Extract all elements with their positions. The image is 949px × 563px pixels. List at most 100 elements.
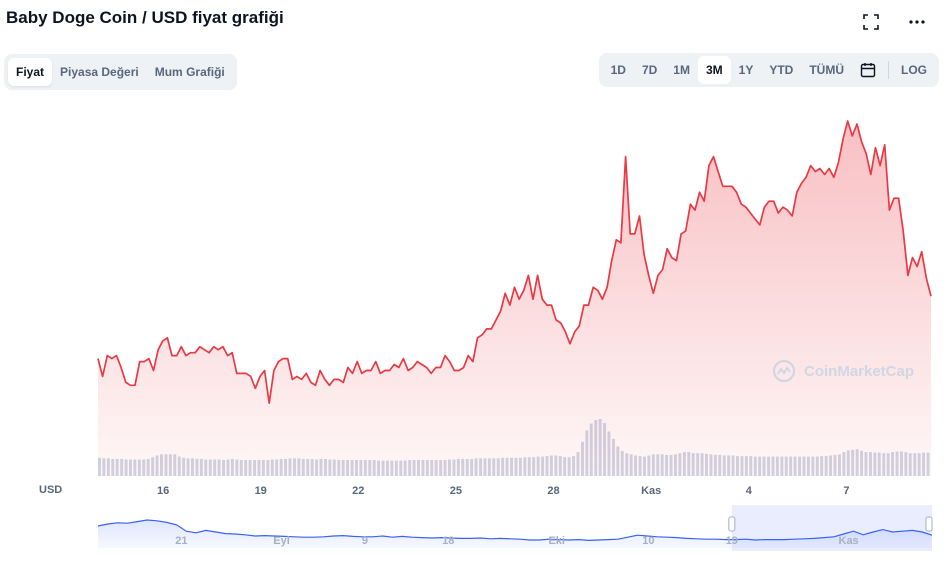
- range-7d-button[interactable]: 7D: [641, 63, 658, 77]
- volume-bar: [656, 454, 660, 476]
- volume-bar: [417, 460, 420, 476]
- volume-bar: [248, 460, 252, 476]
- volume-bar: [319, 458, 323, 476]
- volume-bar: [620, 450, 624, 476]
- volume-bar: [536, 456, 540, 476]
- volume-bar: [456, 458, 460, 476]
- volume-bar: [798, 456, 802, 476]
- volume-bar: [355, 460, 358, 476]
- volume-bar: [917, 453, 921, 476]
- volume-bar: [408, 460, 412, 476]
- volume-bar: [297, 458, 301, 476]
- volume-bar: [722, 455, 726, 476]
- x-tick-label: 16: [157, 485, 169, 497]
- volume-bar: [505, 457, 509, 476]
- volume-bar: [616, 446, 620, 476]
- overview-selection[interactable]: [731, 505, 932, 551]
- volume-bar: [545, 456, 549, 476]
- range-all-button[interactable]: TÜMÜ: [809, 63, 844, 77]
- volume-bar: [337, 460, 341, 476]
- price-line: [97, 120, 932, 404]
- volume-bar: [133, 459, 137, 476]
- volume-bar: [412, 460, 416, 476]
- volume-bar: [660, 454, 664, 476]
- tab-fiyat[interactable]: Fiyat: [8, 58, 53, 86]
- volume-bar: [532, 457, 536, 476]
- volume-bar: [124, 459, 128, 476]
- volume-bar: [213, 459, 217, 476]
- overview-area: [98, 520, 932, 548]
- calendar-icon[interactable]: [852, 56, 884, 84]
- log-scale-button[interactable]: LOG: [901, 63, 927, 77]
- volume-bar: [678, 453, 682, 476]
- range-1m-button[interactable]: 1M: [673, 63, 690, 77]
- volume-bar: [492, 458, 496, 476]
- tab-mum-grafigi[interactable]: Mum Grafiği: [154, 65, 225, 79]
- overview-line: [97, 519, 933, 542]
- volume-bar: [882, 453, 886, 476]
- volume-bar: [315, 459, 319, 476]
- volume-bar: [288, 458, 292, 476]
- volume-bar: [758, 456, 762, 476]
- overview-navigator[interactable]: 21 Eyl 9 18 Eki 10 19 Kas: [97, 505, 933, 551]
- volume-bar: [563, 457, 567, 476]
- tab-piyasa-degeri[interactable]: Piyasa Değeri: [60, 65, 139, 79]
- volume-bar: [744, 456, 748, 476]
- volume-bar: [780, 456, 784, 476]
- volume-bar: [904, 452, 908, 476]
- volume-bar: [120, 458, 124, 476]
- volume-bar: [674, 454, 677, 476]
- volume-bar: [102, 458, 106, 476]
- volume-bar: [576, 452, 580, 476]
- volume-bar: [487, 458, 491, 476]
- volume-bar: [182, 457, 186, 476]
- volume-bar: [709, 454, 713, 476]
- volume-bar: [767, 456, 771, 476]
- volume-bar: [350, 460, 354, 476]
- overview-tick-label: 10: [642, 535, 654, 547]
- volume-bar: [541, 456, 545, 476]
- range-ytd-button[interactable]: YTD: [769, 63, 794, 77]
- volume-bar: [310, 458, 314, 476]
- volume-bar: [762, 456, 766, 476]
- time-range-selector: 1D 7D 1M 3M 1Y YTD TÜMÜ LOG: [598, 53, 939, 87]
- volume-bar: [558, 456, 562, 476]
- volume-bar: [549, 455, 553, 476]
- volume-bar: [195, 458, 199, 476]
- x-tick-label: 28: [547, 485, 559, 497]
- range-1d-button[interactable]: 1D: [610, 63, 626, 77]
- volume-bar: [603, 423, 607, 476]
- volume-bar: [465, 458, 469, 476]
- watermark-text: CoinMarketCap: [804, 363, 914, 380]
- range-divider: [888, 61, 889, 79]
- volume-bar: [293, 458, 296, 476]
- volume-bar: [869, 452, 872, 476]
- volume-bar: [727, 455, 731, 476]
- volume-bar: [926, 452, 930, 476]
- volume-bar: [341, 460, 345, 476]
- volume-bar: [775, 456, 779, 476]
- range-3m-button[interactable]: 3M: [697, 56, 731, 84]
- volume-bar: [230, 458, 234, 476]
- volume-bar: [510, 457, 514, 476]
- volume-bar: [820, 456, 824, 476]
- overview-tick-label: 19: [726, 535, 738, 547]
- volume-bar: [585, 430, 589, 476]
- volume-bar: [793, 456, 797, 476]
- volume-bar: [891, 452, 895, 476]
- x-axis: 16 19 22 25 28 Kas 4 7: [157, 485, 849, 497]
- volume-bar: [527, 457, 531, 476]
- more-icon[interactable]: [907, 12, 927, 32]
- volume-bar: [842, 452, 846, 476]
- volume-bar: [886, 453, 890, 476]
- volume-bar: [900, 451, 903, 476]
- overview-handle-right[interactable]: [925, 516, 933, 532]
- range-1y-button[interactable]: 1Y: [738, 63, 754, 77]
- overview-handle-left[interactable]: [728, 516, 736, 532]
- fullscreen-icon[interactable]: [861, 12, 881, 32]
- x-tick-label: 25: [450, 485, 462, 497]
- volume-bar: [474, 458, 478, 476]
- volume-bar: [115, 458, 119, 476]
- volume-bar: [501, 457, 505, 476]
- volume-bar: [421, 460, 425, 476]
